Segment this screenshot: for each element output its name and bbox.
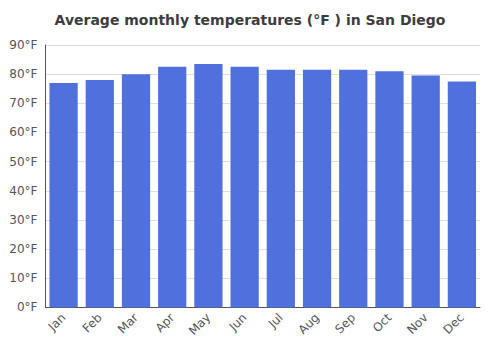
svg-text:20°F: 20°F: [9, 242, 37, 256]
svg-text:Aug: Aug: [296, 311, 322, 337]
svg-text:10°F: 10°F: [9, 271, 37, 285]
svg-text:Average monthly temperatures (: Average monthly temperatures (°F ) in Sa…: [55, 12, 446, 28]
svg-text:70°F: 70°F: [9, 96, 37, 110]
svg-text:0°F: 0°F: [17, 300, 38, 314]
svg-text:40°F: 40°F: [9, 184, 37, 198]
svg-text:Jun: Jun: [226, 311, 250, 335]
svg-text:80°F: 80°F: [9, 67, 37, 81]
svg-text:Apr: Apr: [153, 310, 178, 335]
svg-text:May: May: [186, 311, 213, 338]
svg-text:60°F: 60°F: [9, 125, 37, 139]
svg-text:Sep: Sep: [332, 311, 358, 337]
svg-text:Mar: Mar: [115, 310, 141, 336]
svg-text:Feb: Feb: [80, 311, 105, 336]
svg-text:Nov: Nov: [404, 311, 430, 337]
svg-text:Jul: Jul: [265, 311, 286, 332]
svg-text:50°F: 50°F: [9, 155, 37, 169]
svg-text:Dec: Dec: [441, 311, 467, 337]
svg-text:Jan: Jan: [45, 311, 69, 335]
svg-text:30°F: 30°F: [9, 213, 37, 227]
svg-text:90°F: 90°F: [9, 38, 37, 52]
svg-text:Oct: Oct: [370, 310, 395, 335]
